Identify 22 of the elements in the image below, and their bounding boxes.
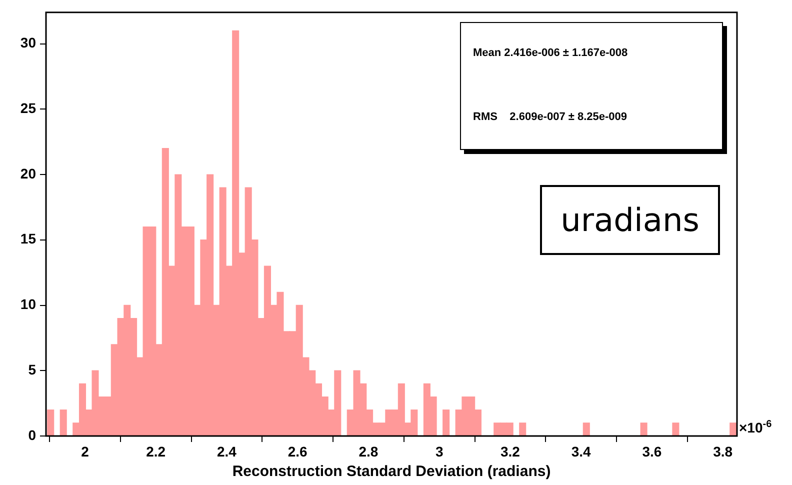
x-tick-label: 2.2 xyxy=(146,443,166,460)
x-tick-label: 2.4 xyxy=(216,443,237,460)
y-tick-label: 25 xyxy=(20,100,36,116)
y-tick-label: 0 xyxy=(28,426,36,443)
y-tick-label: 10 xyxy=(20,296,36,312)
x-tick-label: 3.6 xyxy=(642,443,662,460)
x-tick-label: 2.8 xyxy=(358,443,378,460)
x-tick-label: 3 xyxy=(435,443,444,460)
y-tick-label: 30 xyxy=(20,34,36,51)
y-tick-label: 20 xyxy=(20,165,36,182)
x-tick-label: 3.8 xyxy=(713,443,733,460)
x-tick-label: 2 xyxy=(81,443,90,460)
x-tick-label: 2.6 xyxy=(288,443,308,460)
annotation: RMS 2.609e-007 ± 8.25e-009 xyxy=(473,111,628,125)
text: ×10$^{-6}$ xyxy=(739,419,772,436)
x-tick-label: 3.4 xyxy=(571,443,592,460)
y-tick-label: 5 xyxy=(28,361,36,378)
x-tick-label: 3.2 xyxy=(500,443,520,460)
x-axis-title: Reconstruction Standard Deviation (radians) xyxy=(232,463,551,480)
annotation: Mean 2.416e-006 ± 1.167e-008 xyxy=(473,47,629,61)
label-box: uradians xyxy=(540,185,720,255)
y-tick-label: 15 xyxy=(20,230,36,247)
